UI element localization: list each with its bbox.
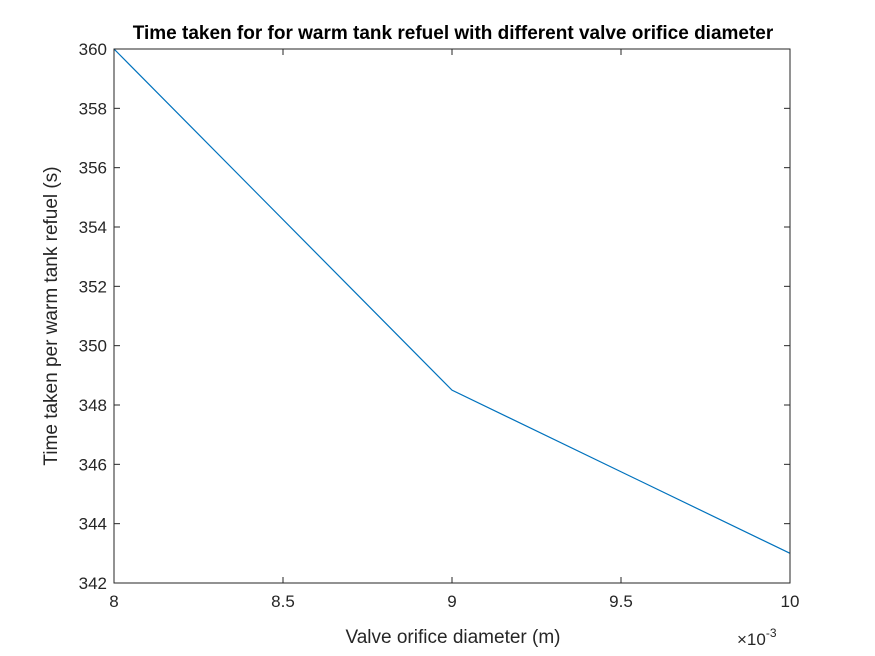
y-axis-label: Time taken per warm tank refuel (s) bbox=[41, 166, 62, 465]
y-tick-label: 346 bbox=[79, 455, 107, 474]
x-tick-label: 9.5 bbox=[609, 592, 633, 611]
y-tick-label: 350 bbox=[79, 337, 107, 356]
x-axis-exponent-power: -3 bbox=[766, 626, 777, 640]
y-tick-label: 360 bbox=[79, 40, 107, 59]
x-tick-label: 10 bbox=[781, 592, 800, 611]
chart-title: Time taken for for warm tank refuel with… bbox=[133, 23, 774, 44]
x-axis-label: Valve orifice diameter (m) bbox=[345, 627, 560, 648]
x-tick-label: 8.5 bbox=[271, 592, 295, 611]
series-layer bbox=[113, 48, 791, 554]
x-tick-label: 8 bbox=[109, 592, 118, 611]
y-tick-label: 356 bbox=[79, 159, 107, 178]
y-tick-label: 344 bbox=[79, 515, 107, 534]
plot-area bbox=[114, 49, 790, 583]
y-tick-label: 342 bbox=[79, 574, 107, 593]
y-tick-label: 348 bbox=[79, 396, 107, 415]
x-axis-exponent-base: ×10 bbox=[737, 630, 766, 649]
x-tick-label: 9 bbox=[447, 592, 456, 611]
series-line-0 bbox=[113, 48, 791, 554]
y-tick-label: 352 bbox=[79, 277, 107, 296]
y-tick-label: 358 bbox=[79, 99, 107, 118]
x-axis-exponent: ×10-3 bbox=[737, 626, 777, 649]
y-axis-ticks: 342 344 346 348 350 352 354 356 358 360 bbox=[79, 40, 790, 593]
x-axis-ticks: 8 8.5 9 9.5 10 bbox=[109, 49, 799, 611]
y-tick-label: 354 bbox=[79, 218, 107, 237]
